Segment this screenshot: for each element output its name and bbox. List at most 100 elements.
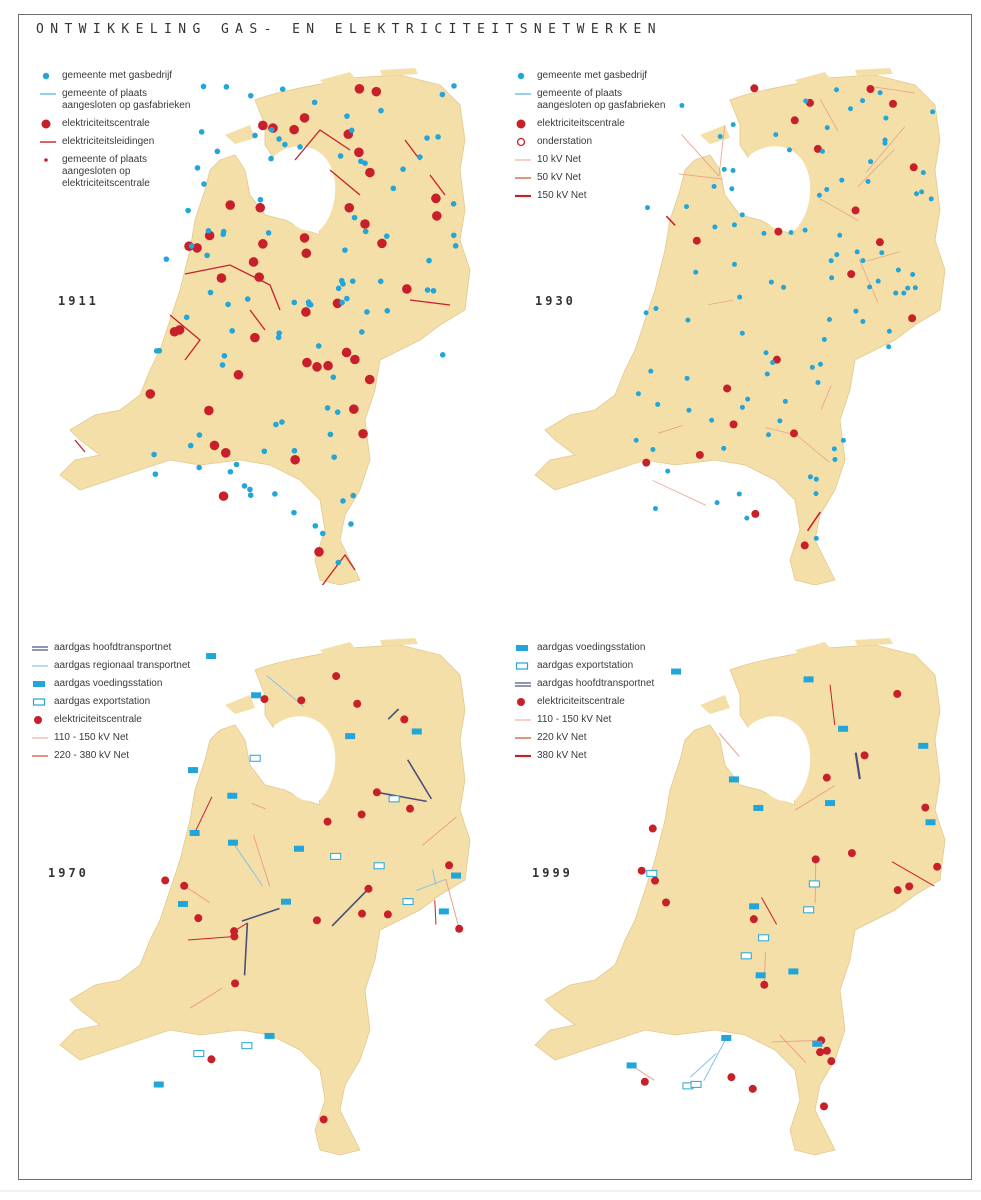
- gas-feed-station-icon: [749, 903, 760, 910]
- power-plant-icon: [230, 927, 239, 936]
- blue-line-icon: [515, 93, 531, 95]
- gas-company-icon: [655, 401, 661, 407]
- gas-feed-station-icon: [626, 1062, 637, 1069]
- gas-company-icon: [786, 147, 792, 153]
- gas-company-icon: [831, 446, 837, 452]
- gas-company-icon: [777, 418, 783, 424]
- gas-company-icon: [709, 417, 715, 423]
- light-blue-line-icon: [32, 665, 48, 667]
- gas-company-icon: [188, 243, 195, 249]
- thin-line-icon: [515, 719, 531, 721]
- power-line: [761, 897, 778, 925]
- power-plant-icon: [431, 193, 441, 204]
- power-plant-icon: [811, 855, 820, 864]
- gas-company-icon: [807, 474, 813, 480]
- power-plant-icon: [180, 881, 189, 890]
- gas-company-icon: [821, 337, 827, 343]
- gas-export-station-icon: [808, 880, 820, 888]
- power-plant-icon: [750, 84, 759, 93]
- power-plant-icon: [248, 257, 259, 267]
- power-line: [253, 835, 271, 887]
- gas-company-icon: [782, 398, 788, 404]
- gas-company-icon: [196, 432, 203, 438]
- legend-item: gemeente met gasbedrijf: [515, 70, 715, 82]
- gas-export-station-icon: [249, 754, 261, 762]
- power-plant-icon: [847, 270, 856, 279]
- gas-company-icon: [330, 374, 337, 380]
- bottom-scan-artifact: [0, 1190, 981, 1192]
- gas-company-icon: [223, 84, 230, 90]
- power-plant-icon: [349, 404, 359, 414]
- gas-company-icon: [151, 451, 157, 458]
- gas-company-icon: [257, 196, 264, 203]
- legend-item: elektriciteitscentrale: [515, 696, 725, 708]
- gas-and-electricity-network-1999: [631, 684, 935, 1082]
- power-plant-icon: [312, 362, 322, 372]
- power-plant-icon: [231, 979, 240, 988]
- red-dot-icon: [517, 698, 525, 706]
- power-plant-icon: [893, 689, 902, 698]
- gas-company-icon: [291, 509, 297, 516]
- power-plant-icon: [908, 314, 917, 323]
- gas-company-icon: [233, 461, 240, 468]
- gas-feed-station-icon: [838, 725, 849, 732]
- gas-feed-station-icon: [728, 776, 739, 783]
- power-plant-icon: [258, 120, 268, 131]
- gas-export-station-icon: [241, 1042, 253, 1050]
- gas-company-icon: [684, 204, 690, 210]
- gas-company-icon: [901, 290, 907, 296]
- gas-main-line: [407, 759, 433, 800]
- gas-company-icon: [417, 154, 423, 160]
- legend-item: onderstation: [515, 136, 715, 148]
- gas-company-icon: [268, 126, 275, 133]
- power-plant-icon: [216, 273, 227, 283]
- gas-company-icon: [745, 396, 751, 402]
- gas-company-icon: [652, 506, 658, 512]
- gas-company-icon: [324, 405, 331, 411]
- thin-line-icon: [32, 737, 48, 739]
- gas-regional-line: [416, 878, 446, 891]
- power-plant-icon: [406, 804, 415, 813]
- gas-company-icon: [219, 362, 226, 368]
- gas-feed-station-icon: [188, 767, 199, 774]
- gas-company-icon: [275, 334, 282, 341]
- legend-item: gemeente of plaats aangesloten op gasfab…: [515, 88, 715, 112]
- power-line: [891, 861, 935, 887]
- dark-double-line-icon: [32, 646, 48, 651]
- power-plant-icon: [889, 99, 898, 108]
- legend-item: aardgas hoofdtransportnet: [32, 642, 252, 654]
- gas-regional-line: [689, 1053, 717, 1078]
- gas-company-icon: [187, 442, 194, 449]
- legend-item: aardgas voedingsstation: [515, 642, 725, 654]
- power-plant-icon: [921, 803, 930, 812]
- gas-company-icon: [225, 301, 231, 308]
- map-1999: [534, 637, 946, 1156]
- power-line: [867, 251, 900, 262]
- gas-company-icon: [809, 364, 815, 370]
- gas-company-icon: [351, 214, 358, 221]
- gas-feed-station-icon: [177, 901, 188, 908]
- gas-main-line: [331, 888, 370, 927]
- gas-company-icon: [450, 201, 457, 207]
- gas-company-icon: [261, 448, 268, 455]
- legend-1970: aardgas hoofdtransportnet aardgas region…: [32, 642, 252, 768]
- legend-1911: gemeente met gasbedrijf gemeente of plaa…: [40, 70, 240, 196]
- gas-company-icon: [930, 109, 936, 115]
- gas-company-icon: [813, 476, 819, 482]
- gas-company-icon: [183, 314, 190, 321]
- gas-company-icon: [331, 454, 337, 460]
- power-line: [188, 935, 235, 941]
- gas-company-icon: [883, 115, 889, 121]
- gas-main-line: [376, 791, 427, 803]
- gas-company-icon: [229, 328, 235, 334]
- power-plant-icon: [455, 924, 464, 933]
- gas-feed-station-icon: [721, 1034, 732, 1041]
- power-plant-icon: [692, 236, 701, 245]
- gas-company-icon: [327, 431, 334, 438]
- gas-company-icon: [665, 468, 671, 474]
- gas-company-icon: [358, 158, 364, 165]
- power-plant-icon: [866, 85, 875, 94]
- gas-company-icon: [860, 318, 866, 324]
- gas-company-icon: [860, 258, 866, 264]
- stations-and-plants-1970: [153, 653, 464, 1124]
